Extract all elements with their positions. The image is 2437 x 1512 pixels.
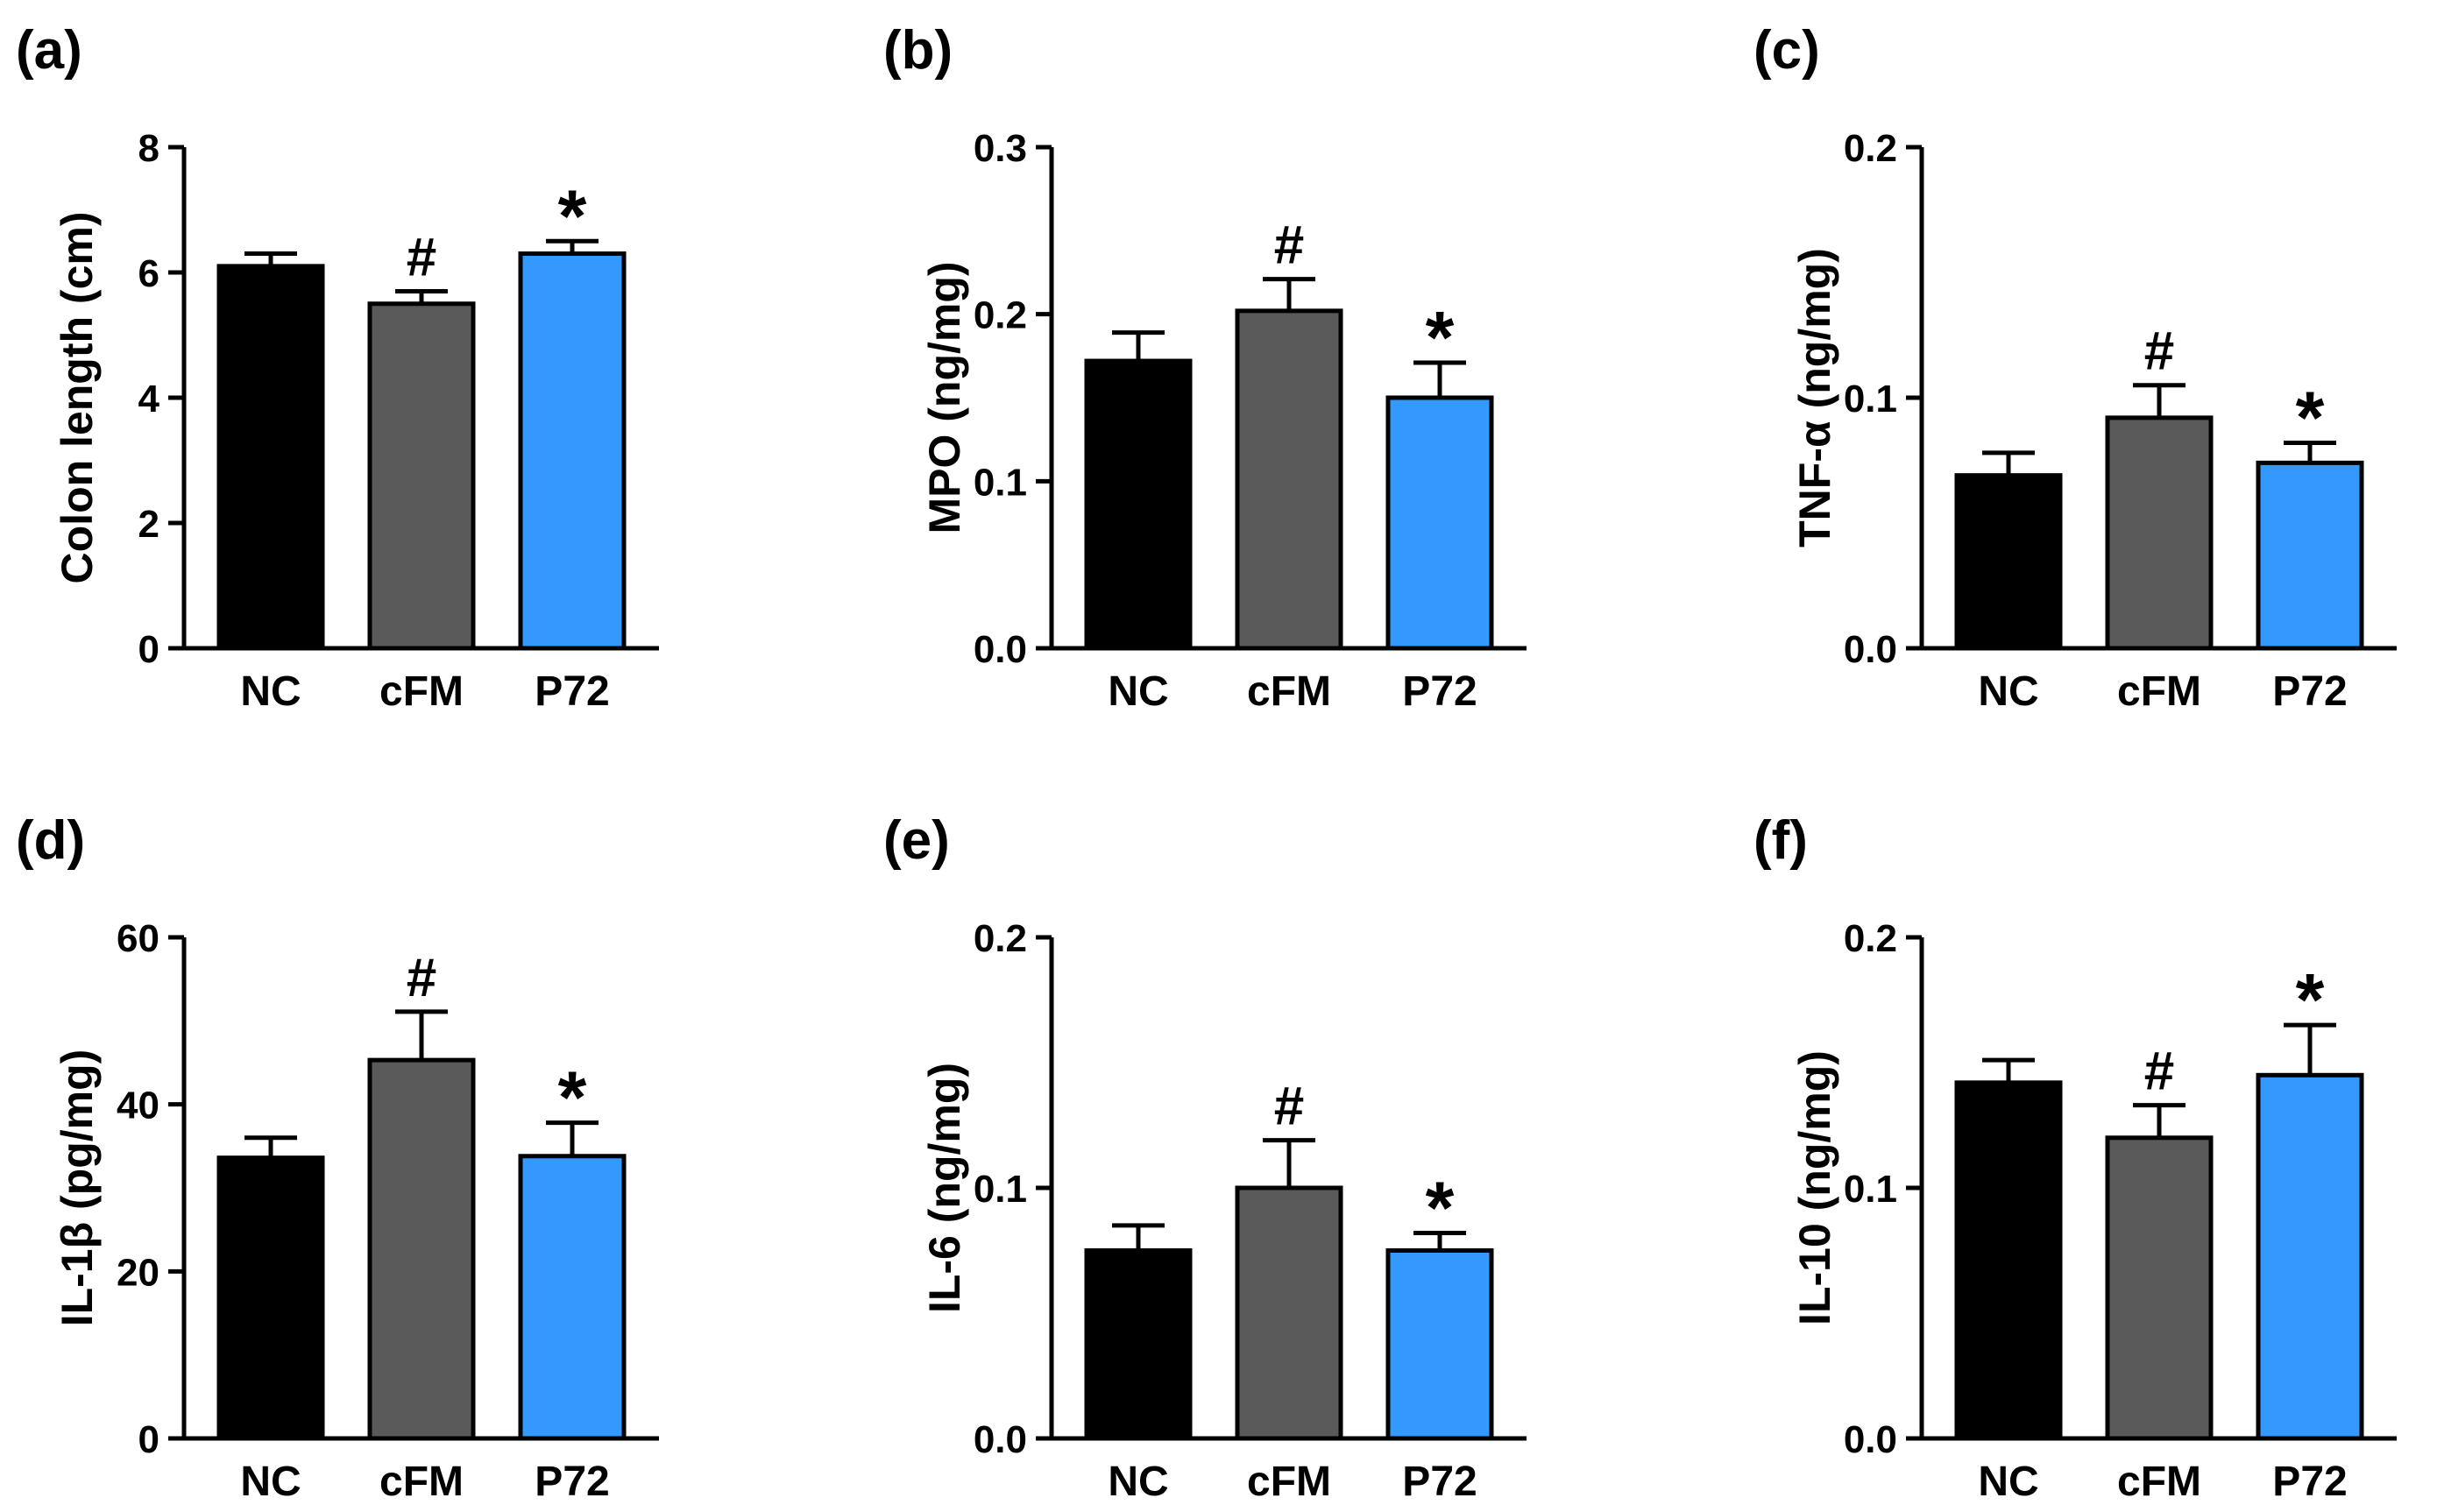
bar-nc [216, 264, 325, 651]
bar-nc [1954, 473, 2063, 651]
y-tick-label: 40 [117, 1085, 159, 1127]
y-tick-label: 20 [117, 1251, 159, 1294]
x-tick-label: P72 [1402, 1459, 1477, 1505]
y-axis-label: IL-10 (ng/mg) [1790, 1050, 1839, 1325]
y-tick-label: 0.2 [974, 294, 1027, 337]
y-tick-label: 0.1 [1844, 1168, 1897, 1211]
significance-star: * [2296, 376, 2325, 458]
y-tick-label: 0.0 [1844, 628, 1897, 671]
y-tick-label: 0.1 [974, 1168, 1027, 1211]
y-tick-label: 0.0 [974, 1418, 1027, 1461]
bar-p72 [518, 1154, 627, 1441]
significance-star: * [558, 1056, 587, 1139]
significance-star: * [558, 174, 587, 257]
significance-star: * [2296, 958, 2325, 1041]
bar-cfm [1235, 1185, 1343, 1441]
y-tick-label: 0 [138, 1418, 159, 1461]
bar-cfm [367, 301, 476, 651]
y-axis-label: IL-1β (pg/mg) [53, 1049, 102, 1327]
bar-p72 [2256, 460, 2364, 651]
x-tick-label: NC [1978, 668, 2038, 715]
x-tick-label: P72 [535, 668, 609, 715]
x-tick-label: P72 [2272, 668, 2347, 715]
x-tick-label: cFM [2117, 668, 2201, 715]
panel-label: (a) [16, 20, 82, 81]
x-tick-label: NC [1108, 1459, 1168, 1505]
bar-p72 [2256, 1072, 2364, 1441]
y-tick-label: 6 [138, 252, 159, 295]
x-tick-label: NC [1108, 668, 1168, 715]
significance-star: * [1426, 1166, 1455, 1248]
panel-label: (b) [883, 20, 953, 81]
significance-hash: # [407, 227, 436, 287]
panel-e: (e) IL-6 (ng/mg) NC # cFM * P72 0.0 0.1 0.2 [883, 810, 1527, 1505]
x-tick-label: cFM [379, 1459, 464, 1505]
x-tick-label: NC [1978, 1459, 2038, 1505]
bar-p72 [1385, 1248, 1494, 1441]
panel-b: (b) MPO (ng/mg) NC # cFM * P72 0.0 0.1 0.2 0.3 [883, 20, 1527, 715]
y-tick-label: 0.2 [1844, 917, 1897, 960]
y-tick-label: 2 [138, 503, 159, 546]
y-tick-label: 0.3 [974, 127, 1027, 170]
panel-label: (f) [1753, 810, 1808, 871]
x-tick-label: cFM [2117, 1459, 2201, 1505]
x-tick-label: P72 [1402, 668, 1477, 715]
y-tick-label: 0.1 [1844, 378, 1897, 420]
significance-hash: # [2144, 1042, 2174, 1102]
x-tick-label: cFM [379, 668, 464, 715]
panel-c: (c) TNF-α (ng/mg) NC # cFM * P72 0.0 0.1 0.2 [1753, 20, 2397, 715]
bar-nc [1084, 358, 1193, 651]
bar-nc [1954, 1080, 2063, 1441]
y-tick-label: 0.0 [974, 628, 1027, 671]
panel-d: (d) IL-1β (pg/mg) NC # cFM * P72 0 20 40 60 [16, 810, 659, 1505]
bar-p72 [518, 251, 627, 651]
y-tick-label: 0.1 [974, 461, 1027, 504]
x-tick-label: NC [240, 1459, 301, 1505]
bar-p72 [1385, 395, 1494, 651]
panel-label: (c) [1753, 20, 1820, 81]
bar-nc [216, 1155, 325, 1441]
significance-hash: # [1274, 1077, 1304, 1137]
y-tick-label: 0.0 [1844, 1418, 1897, 1461]
y-axis-label: IL-6 (ng/mg) [920, 1063, 969, 1313]
y-tick-label: 0.2 [1844, 127, 1897, 170]
x-tick-label: P72 [2272, 1459, 2347, 1505]
y-axis-label: TNF-α (ng/mg) [1790, 248, 1839, 548]
x-tick-label: NC [240, 668, 301, 715]
significance-hash: # [1274, 215, 1304, 276]
y-tick-label: 0 [138, 628, 159, 671]
panel-a: (a) Colon length (cm) NC # cFM * P72 0 2 4 6 8 [16, 20, 659, 715]
panel-label: (d) [16, 810, 85, 871]
y-axis-label: Colon length (cm) [53, 212, 102, 584]
y-tick-label: 0.2 [974, 917, 1027, 960]
bar-cfm [2105, 415, 2214, 651]
significance-hash: # [407, 948, 436, 1008]
panel-label: (e) [883, 810, 950, 871]
y-tick-label: 60 [117, 917, 159, 960]
x-tick-label: cFM [1247, 668, 1331, 715]
x-tick-label: cFM [1247, 1459, 1331, 1505]
significance-hash: # [2144, 321, 2174, 382]
y-axis-label: MPO (ng/mg) [920, 261, 969, 533]
bar-cfm [367, 1057, 476, 1441]
y-tick-label: 8 [138, 127, 159, 170]
bar-cfm [2105, 1135, 2214, 1441]
y-tick-label: 4 [138, 378, 160, 420]
panel-f: (f) IL-10 (ng/mg) NC # cFM * P72 0.0 0.1 0.2 [1753, 810, 2397, 1505]
bar-cfm [1235, 308, 1343, 651]
bar-nc [1084, 1248, 1193, 1441]
x-tick-label: P72 [535, 1459, 609, 1505]
significance-star: * [1426, 296, 1455, 378]
